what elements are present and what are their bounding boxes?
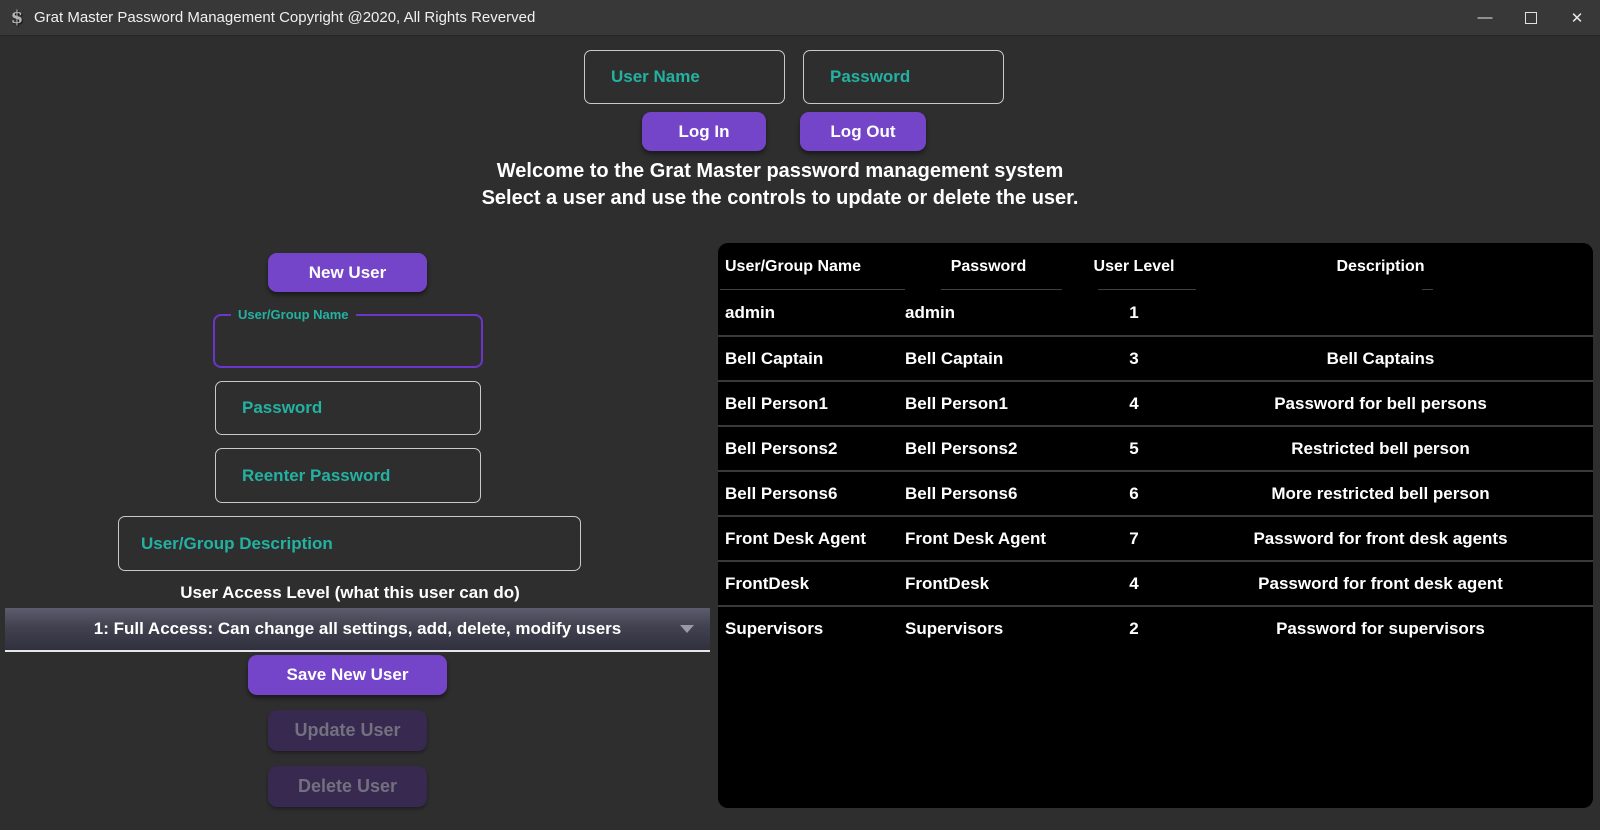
reenter-password-input[interactable] [215,448,481,503]
table-row[interactable]: Bell Captain Bell Captain 3 Bell Captain… [718,335,1593,380]
cell-user-level: 4 [1129,573,1139,593]
header-user-level: User Level [1072,243,1196,290]
chevron-down-icon [680,625,694,633]
titlebar: $ Grat Master Password Management Copyri… [0,0,1600,36]
save-new-user-button[interactable]: Save New User [248,655,447,695]
cell-user-level: 1 [1129,302,1139,322]
table-body: admin admin 1 Bell Captain Bell Captain … [718,290,1593,650]
login-username-input[interactable] [584,50,785,104]
cell-user-level: 2 [1129,618,1139,638]
cell-description: Password for supervisors [1276,618,1485,638]
window-controls: — ✕ [1462,0,1600,36]
access-level-label: User Access Level (what this user can do… [180,583,520,602]
cell-user-group-name: Supervisors [725,618,824,638]
cell-user-group-name: Bell Captain [725,348,824,368]
header-password: Password [905,243,1072,290]
table-row[interactable]: Front Desk Agent Front Desk Agent 7 Pass… [718,515,1593,560]
cell-user-group-name: Front Desk Agent [725,528,867,548]
cell-description: Restricted bell person [1291,438,1470,458]
users-table: User/Group Name Password User Level Desc… [718,243,1593,808]
access-level-selected-value: 1: Full Access: Can change all settings,… [93,619,622,638]
cell-password: Bell Persons2 [905,438,1018,458]
new-user-button[interactable]: New User [268,253,427,292]
cell-password: Bell Captain [905,348,1004,368]
cell-description: Bell Captains [1326,348,1435,368]
header-user-group-name: User/Group Name [718,243,905,290]
maximize-icon [1525,11,1537,24]
table-row[interactable]: FrontDesk FrontDesk 4 Password for front… [718,560,1593,605]
welcome-line1: Welcome to the Grat Master password mana… [496,160,1064,182]
cell-password: FrontDesk [905,573,990,593]
welcome-line2: Select a user and use the controls to up… [481,187,1079,209]
cell-user-level: 6 [1129,483,1139,503]
cell-password: Supervisors [905,618,1004,638]
cell-password: Bell Person1 [905,393,1008,413]
cell-user-group-name: Bell Person1 [725,393,828,413]
user-group-name-input[interactable] [215,316,481,366]
cell-description [1196,290,1593,335]
window-title: Grat Master Password Management Copyrigh… [34,9,536,26]
cell-user-group-name: admin [725,302,776,322]
cell-user-level: 4 [1129,393,1139,413]
cell-user-group-name: FrontDesk [725,573,810,593]
new-password-input[interactable] [215,381,481,435]
welcome-text: Welcome to the Grat Master password mana… [0,158,1560,212]
user-group-description-input[interactable] [118,516,581,571]
table-row[interactable]: Supervisors Supervisors 2 Password for s… [718,605,1593,650]
table-row[interactable]: Bell Persons2 Bell Persons2 5 Restricted… [718,425,1593,470]
dollar-app-icon: $ [10,7,24,28]
table-row[interactable]: admin admin 1 [718,290,1593,335]
cell-user-group-name: Bell Persons2 [725,438,838,458]
cell-user-level: 7 [1129,528,1139,548]
close-button[interactable]: ✕ [1554,0,1600,36]
cell-password: Front Desk Agent [905,528,1047,548]
cell-password: admin [905,302,956,322]
cell-password: Bell Persons6 [905,483,1018,503]
cell-description: Password for front desk agent [1258,573,1503,593]
close-icon: ✕ [1570,9,1584,27]
cell-user-group-name: Bell Persons6 [725,483,838,503]
user-group-name-field: User/Group Name [213,306,483,368]
minimize-button[interactable]: — [1462,0,1508,36]
cell-user-level: 5 [1129,438,1139,458]
user-group-name-label: User/Group Name [231,306,356,324]
cell-description: Password for front desk agents [1253,528,1508,548]
minimize-icon: — [1477,9,1493,26]
cell-description: More restricted bell person [1271,483,1490,503]
delete-user-button[interactable]: Delete User [268,766,427,807]
update-user-button[interactable]: Update User [268,710,427,751]
cell-description: Password for bell persons [1274,393,1487,413]
table-header-row: User/Group Name Password User Level Desc… [718,243,1593,290]
table-row[interactable]: Bell Person1 Bell Person1 4 Password for… [718,380,1593,425]
cell-user-level: 3 [1129,348,1139,368]
header-description: Description [1196,243,1593,290]
maximize-button[interactable] [1508,0,1554,36]
access-level-select[interactable]: 1: Full Access: Can change all settings,… [5,608,710,652]
log-in-button[interactable]: Log In [642,112,766,151]
login-password-input[interactable] [803,50,1004,104]
table-row[interactable]: Bell Persons6 Bell Persons6 6 More restr… [718,470,1593,515]
log-out-button[interactable]: Log Out [800,112,926,151]
